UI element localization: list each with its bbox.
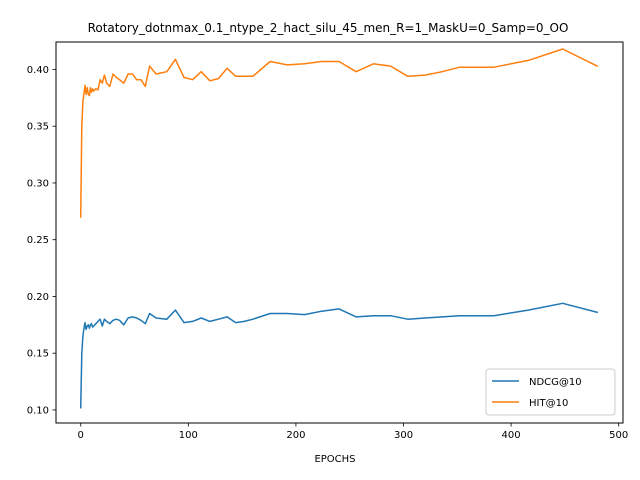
plot-frame (55, 41, 624, 424)
y-axis: 0.10 0.15 0.20 0.25 0.30 0.35 0.40 (27, 65, 56, 416)
x-tick-label: 400 (502, 430, 521, 441)
chart-title: Rotatory_dotnmax_0.1_ntype_2_hact_silu_4… (88, 21, 569, 35)
series-line-hit-10 (79, 48, 599, 218)
x-tick-label: 0 (78, 430, 84, 441)
y-tick-label: 0.10 (27, 405, 49, 416)
x-axis: 0 100 200 300 400 500 (78, 423, 628, 441)
x-tick-label: 500 (609, 430, 628, 441)
y-tick-label: 0.35 (27, 122, 49, 133)
x-tick-label: 300 (394, 430, 413, 441)
y-tick-label: 0.25 (27, 235, 49, 246)
legend: NDCG@10 HIT@10 (485, 368, 616, 416)
x-tick-label: 100 (179, 430, 198, 441)
y-tick-label: 0.40 (27, 65, 49, 76)
y-tick-label: 0.15 (27, 349, 49, 360)
x-tick-label: 200 (286, 430, 305, 441)
legend-label-ndcg: NDCG@10 (529, 377, 582, 388)
legend-label-hit: HIT@10 (529, 398, 568, 409)
y-tick-label: 0.20 (27, 292, 49, 303)
y-tick-label: 0.30 (27, 178, 49, 189)
series-line-ndcg-10 (79, 302, 599, 409)
plot-lines (79, 48, 599, 409)
x-axis-title: EPOCHS (314, 454, 355, 465)
